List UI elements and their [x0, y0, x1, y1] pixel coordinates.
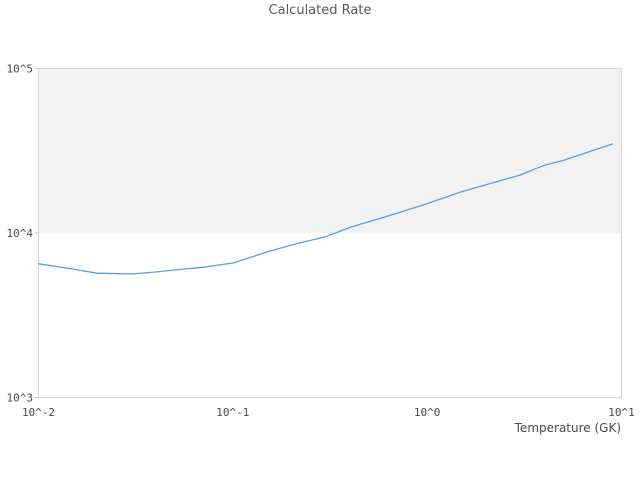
x-axis-title: Temperature (GK)	[514, 421, 621, 435]
y-axis-ticks	[34, 68, 39, 398]
calculated-rate-line	[37, 143, 614, 275]
x-tick-label: 10^0	[414, 406, 441, 419]
chart-title: Calculated Rate	[268, 3, 372, 18]
y-tick-label: 10^4	[7, 227, 34, 240]
y-tick-label: 10^3	[7, 392, 34, 405]
x-tick-label: 10^-1	[216, 406, 249, 419]
x-tick-label: 10^1	[608, 406, 635, 419]
y-tick-label: 10^5	[7, 63, 34, 76]
shaded-band	[38, 68, 622, 233]
y-axis-tick-labels: 10^3 10^4 10^5	[7, 63, 34, 405]
x-tick-label: 10^-2	[22, 406, 55, 419]
x-axis-tick-labels: 10^-2 10^-1 10^0 10^1	[22, 406, 635, 419]
